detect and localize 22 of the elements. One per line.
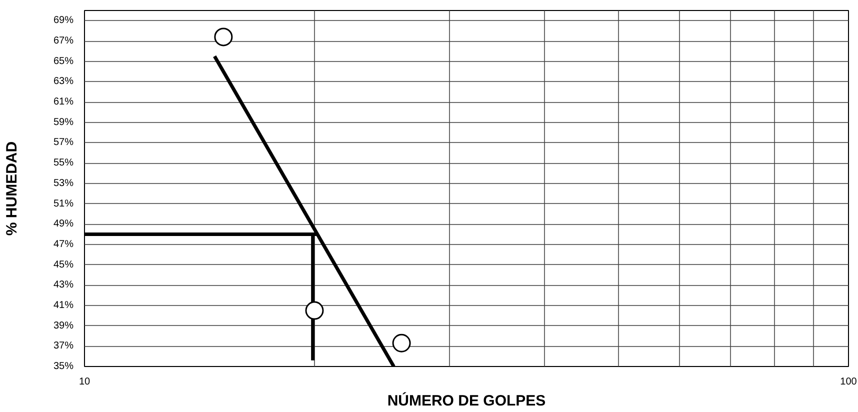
y-tick-label: 49% <box>53 218 74 230</box>
y-tick-label: 53% <box>53 178 74 189</box>
y-tick-label: 69% <box>53 15 74 26</box>
y-tick-label: 67% <box>53 36 74 47</box>
y-tick-label: 47% <box>53 238 74 250</box>
y-tick-label: 63% <box>53 76 74 88</box>
y-tick-label: 45% <box>53 259 74 270</box>
y-tick-label: 39% <box>53 320 74 332</box>
y-tick-label: 43% <box>53 280 74 291</box>
y-tick-label: 37% <box>53 340 74 352</box>
y-tick-label: 51% <box>53 198 74 210</box>
x-tick-label: 10 <box>78 376 90 388</box>
y-tick-label: 65% <box>53 56 74 67</box>
y-tick-label: 61% <box>53 96 74 108</box>
x-tick-label: 100 <box>840 376 858 388</box>
y-tick-label: 35% <box>53 361 74 372</box>
y-tick-label: 41% <box>53 300 74 311</box>
y-tick-label: 59% <box>53 116 74 128</box>
x-axis-title: NÚMERO DE GOLPES <box>387 392 546 410</box>
y-tick-label: 57% <box>53 137 74 148</box>
y-tick-label: 55% <box>53 158 74 169</box>
y-axis-title: % HUMEDAD <box>3 141 20 236</box>
